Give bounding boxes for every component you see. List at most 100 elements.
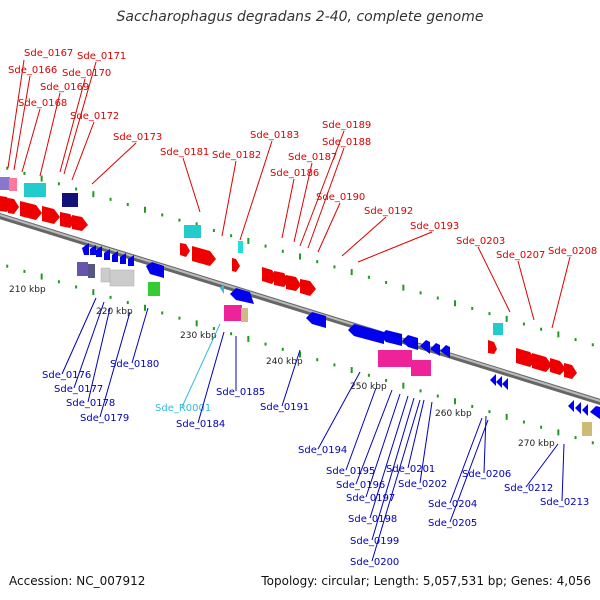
leader-line <box>239 140 273 241</box>
track-tick <box>488 312 491 316</box>
reverse-features <box>77 243 600 436</box>
feature-block <box>238 241 243 253</box>
reverse-gene-label: Sde_0204 <box>428 499 477 510</box>
gene-arrow <box>180 243 190 257</box>
leader-line <box>365 393 401 498</box>
forward-gene-label: Sde_0183 <box>250 130 299 141</box>
track-tick <box>57 182 60 186</box>
kbp-marker: 220 kbp <box>96 307 133 317</box>
leader-line <box>371 399 421 562</box>
leader-line <box>7 59 25 169</box>
forward-gene-label: Sde_0189 <box>322 120 371 131</box>
kbp-markers: 210 kbp 220 kbp 230 kbp 240 kbp 250 kbp 260 k… <box>9 285 555 449</box>
track-tick <box>281 347 284 351</box>
leader-line <box>182 157 201 213</box>
leader-line <box>449 419 489 523</box>
leader-line <box>13 75 31 171</box>
feature-block <box>109 269 135 287</box>
tick-tracks <box>6 166 594 445</box>
track-tick <box>350 367 353 374</box>
leader-line <box>357 231 433 263</box>
feature-block <box>378 350 412 367</box>
forward-features <box>0 177 577 379</box>
reverse-gene-label: Sde_0178 <box>66 398 115 409</box>
leader-line <box>525 443 559 488</box>
track-tick <box>557 331 560 338</box>
feature-block <box>100 267 111 283</box>
track-tick <box>281 249 284 253</box>
track-tick <box>299 253 301 260</box>
reverse-gene-label: Sde_0195 <box>326 466 375 477</box>
track-tick <box>40 175 43 182</box>
leader-line <box>73 301 105 389</box>
gene-arrow <box>402 335 418 350</box>
reverse-gene-label: Sde_0200 <box>350 557 399 568</box>
track-tick <box>522 322 525 326</box>
reverse-gene-label: Sde_0180 <box>110 359 159 370</box>
forward-gene-label: Sde_0207 <box>496 250 545 261</box>
gene-arrow <box>490 374 496 386</box>
track-tick <box>230 234 233 238</box>
track-tick <box>402 382 405 389</box>
feature-block <box>9 178 17 191</box>
gene-arrow <box>502 378 508 390</box>
gene-arrow <box>430 343 440 356</box>
track-tick <box>402 284 405 291</box>
forward-gene-label: Sde_0192 <box>364 206 413 217</box>
track-tick <box>144 206 146 213</box>
gene-arrow <box>380 330 402 346</box>
forward-gene-label: Sde_0182 <box>212 150 261 161</box>
feature-block <box>241 308 248 322</box>
gene-arrow <box>568 400 574 412</box>
leader-line <box>221 160 237 237</box>
gene-arrow <box>348 324 384 344</box>
reverse-gene-label: Sde_0196 <box>336 480 385 491</box>
gene-arrow <box>146 262 164 278</box>
backbone <box>0 212 600 406</box>
map-title: Saccharophagus degradans 2-40, complete … <box>116 9 484 25</box>
forward-gene-label: Sde_0193 <box>410 221 459 232</box>
track-tick <box>333 265 336 269</box>
gene-arrow <box>96 246 102 257</box>
gene-arrow <box>590 406 600 419</box>
gene-arrow <box>532 353 552 372</box>
reverse-gene-label: Sde_0185 <box>216 387 265 398</box>
reverse-gene-label: Sde_0201 <box>386 464 435 475</box>
forward-gene-label: Sde_0186 <box>270 168 319 179</box>
leader-line <box>281 178 295 239</box>
leader-line <box>371 397 415 541</box>
track-tick <box>264 342 267 346</box>
forward-gene-label: Sde_0170 <box>62 68 111 79</box>
feature-block <box>493 323 503 335</box>
gene-labels: Sde_0167 Sde_0166 Sde_0171 Sde_0170 Sde_0169… <box>7 48 597 568</box>
accession-label: Accession: NC_007912 <box>9 574 146 588</box>
track-tick <box>419 389 422 393</box>
track-tick <box>23 269 26 273</box>
leader-line <box>71 121 95 181</box>
gene-arrow <box>286 275 301 291</box>
track-tick <box>436 394 439 398</box>
leader-line <box>87 307 111 403</box>
track-tick <box>591 343 594 347</box>
gene-arrow <box>42 206 60 224</box>
track-tick <box>316 260 319 264</box>
track-tick <box>591 441 594 445</box>
track-tick <box>75 285 78 289</box>
gene-arrow <box>564 363 577 379</box>
track-tick <box>540 425 543 429</box>
feature-block <box>582 422 592 436</box>
leader-line <box>299 130 345 247</box>
track-tick <box>540 327 543 331</box>
track-tick <box>419 291 422 295</box>
reverse-gene-label: Sde_0179 <box>80 413 129 424</box>
reverse-gene-label: Sde_0197 <box>346 493 395 504</box>
reverse-gene-label: Sde_0194 <box>298 445 347 456</box>
gene-arrow <box>60 212 75 228</box>
leader-line <box>449 417 483 504</box>
leader-line <box>345 387 377 471</box>
reverse-gene-label: Sde_0206 <box>462 469 511 480</box>
gene-arrow <box>192 246 216 266</box>
feature-block <box>62 193 78 207</box>
track-tick <box>247 237 250 244</box>
leader-line <box>99 311 131 418</box>
